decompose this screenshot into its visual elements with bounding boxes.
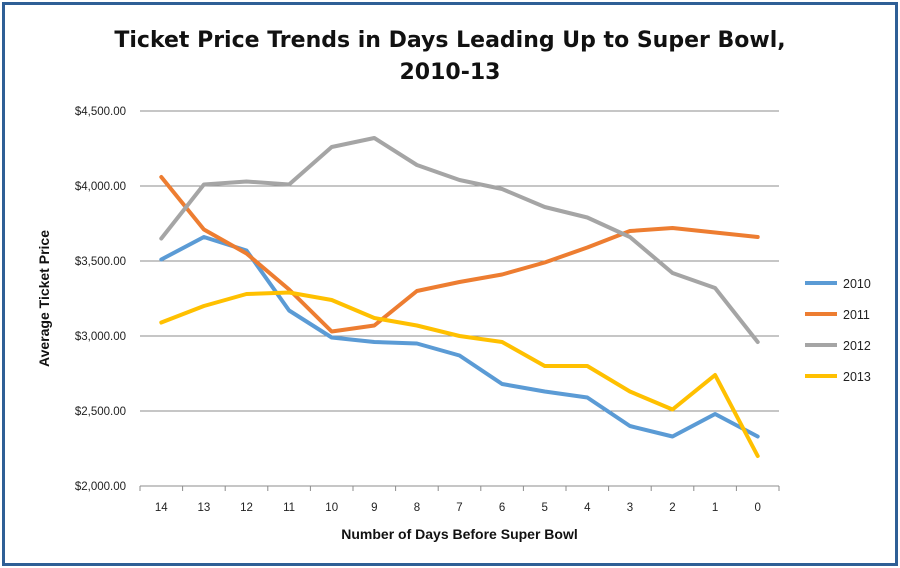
y-tick-label: $3,500.00 bbox=[75, 256, 126, 268]
x-tick-label: 2 bbox=[669, 502, 675, 514]
x-tick-label: 7 bbox=[456, 502, 462, 514]
legend-label-2013: 2013 bbox=[843, 370, 871, 384]
x-tick-label: 0 bbox=[754, 502, 760, 514]
series-line-2013 bbox=[159, 290, 760, 458]
x-tick-label: 6 bbox=[499, 502, 505, 514]
x-tick-label: 12 bbox=[240, 502, 253, 514]
y-tick-label: $4,500.00 bbox=[75, 106, 126, 118]
x-tick-label: 9 bbox=[371, 502, 377, 514]
x-tick-label: 13 bbox=[198, 502, 211, 514]
series-line-2011 bbox=[159, 175, 760, 334]
y-tick-label: $4,000.00 bbox=[75, 181, 126, 193]
x-tick-label: 5 bbox=[541, 502, 547, 514]
series-line-2012 bbox=[159, 136, 760, 344]
x-tick-label: 11 bbox=[283, 502, 295, 514]
x-tick-label: 1 bbox=[712, 502, 718, 514]
chart-title-line-1: Ticket Price Trends in Days Leading Up t… bbox=[114, 28, 786, 53]
x-tick-label: 10 bbox=[325, 502, 338, 514]
legend-label-2010: 2010 bbox=[843, 277, 871, 291]
series-line-2010 bbox=[159, 235, 760, 439]
line-chart: $2,000.00 $2,500.00 $3,000.00 $3,500.00 $4,0… bbox=[36, 106, 871, 542]
legend-label-2012: 2012 bbox=[843, 339, 871, 353]
chart-title: Ticket Price Trends in Days Leading Up t… bbox=[5, 25, 895, 89]
x-tick-label: 3 bbox=[627, 502, 633, 514]
y-tick-label: $2,000.00 bbox=[75, 481, 126, 493]
x-axis-title: Number of Days Before Super Bowl bbox=[341, 526, 578, 542]
y-axis-title: Average Ticket Price bbox=[36, 230, 52, 367]
y-tick-label: $2,500.00 bbox=[75, 406, 126, 418]
x-tick-label: 8 bbox=[414, 502, 420, 514]
x-tick-label: 4 bbox=[584, 502, 591, 514]
x-tick-label: 14 bbox=[155, 502, 168, 514]
y-tick-label: $3,000.00 bbox=[75, 331, 126, 343]
chart-title-line-2: 2010-13 bbox=[399, 60, 501, 85]
legend-label-2011: 2011 bbox=[843, 308, 870, 322]
